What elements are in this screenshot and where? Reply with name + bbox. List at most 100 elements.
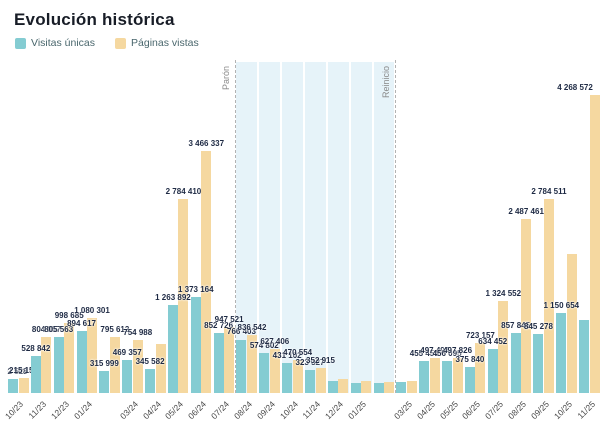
bar-value-label: 323 327 [295,358,325,368]
bar-visitas[interactable] [396,381,407,393]
bar-visitas[interactable] [213,333,224,393]
legend: Visitas únicas Páginas vistas [15,37,608,49]
bar-paginas[interactable] [589,95,600,393]
bar-value-label: 766 403 [226,327,256,337]
pause-band-stripe [327,62,349,393]
bar-visitas[interactable] [53,336,64,393]
bar-visitas[interactable] [556,312,567,393]
bar-value-label: 2 784 511 [531,186,567,196]
bar-paginas[interactable] [315,368,326,393]
bar-paginas[interactable] [292,360,303,393]
page-title: Evolución histórica [14,10,175,29]
bar-value-label: 1 080 301 [74,305,110,315]
bar-visitas[interactable] [30,356,41,393]
bar-visitas[interactable] [487,348,498,393]
bar-value-label: 456 095 [432,349,462,359]
bar-paginas[interactable] [406,380,417,393]
x-axis: 10/23 11/23 12/23 01/24 03/24 04/24 05/24 06/24… [3,393,601,440]
bar-value-label: 497 497 [420,346,450,356]
bar-visitas[interactable] [122,360,133,393]
bar-value-label: 1 324 552 [485,288,522,298]
bar-paginas[interactable] [498,300,509,393]
bar-value-label: 1 150 654 [543,300,580,310]
bar-visitas[interactable] [464,366,475,393]
legend-item-paginas[interactable]: Páginas vistas [115,37,199,49]
bar-visitas[interactable] [236,339,247,393]
bar-visitas[interactable] [190,297,201,393]
bar-visitas[interactable] [305,370,315,393]
bar-value-label: 845 278 [523,321,553,331]
bar-paginas[interactable] [475,342,486,393]
bar-visitas[interactable] [167,304,178,393]
pause-band-stripe [259,62,281,393]
bar-value-label: 470 554 [283,348,313,358]
bar-paginas[interactable] [543,198,554,393]
bar-value-label: 2 784 410 [165,186,202,196]
bar-paginas[interactable] [452,358,463,393]
bar-value-label: 804 957 [31,324,61,334]
bar-paginas[interactable] [64,323,75,393]
bar-visitas[interactable] [350,382,361,393]
bar-paginas[interactable] [338,379,349,393]
bar-paginas[interactable] [87,317,98,393]
annotation-label: Parón [221,66,232,91]
bar-value-label: 627 406 [260,337,290,347]
bar-paginas[interactable] [429,358,440,393]
bar-paginas[interactable] [224,326,235,393]
bar-paginas[interactable] [246,334,257,393]
bar-value-label: 345 582 [135,356,165,366]
bar-value-label: 795 612 [100,325,130,335]
annotation-label: Reinicio [381,66,392,99]
bar-visitas[interactable] [99,370,110,393]
annotation-line [395,60,397,393]
bar-paginas[interactable] [109,337,120,393]
bar-visitas[interactable] [259,352,270,393]
bar-value-label: 2 487 461 [508,207,544,217]
bar-value-label: 375 840 [455,354,485,364]
pause-band-stripe [305,62,326,393]
bar-visitas[interactable] [510,333,521,393]
bar-paginas[interactable] [41,336,52,393]
bar-paginas[interactable] [155,343,166,393]
bar-value-label: 3 466 337 [188,139,225,148]
bar-visitas[interactable] [145,368,156,393]
bar-value-label: 202 528 [7,366,28,376]
pause-band-stripe [282,62,303,393]
bar-paginas[interactable] [132,340,143,393]
bar-paginas[interactable] [269,349,280,393]
bar-visitas[interactable] [419,361,430,393]
paginas-swatch-icon [115,37,127,49]
pause-band-stripe [373,62,395,393]
legend-item-visitas[interactable]: Visitas únicas [15,37,95,49]
legend-label-paginas: Páginas vistas [131,37,199,49]
bar-paginas[interactable] [178,198,189,393]
bar-paginas[interactable] [566,254,577,393]
bar-value-label: 754 988 [123,328,153,338]
bar-visitas[interactable] [282,362,293,393]
bar-paginas[interactable] [201,151,212,393]
bar-paginas[interactable] [361,381,372,393]
bar-visitas[interactable] [442,361,453,393]
bar-visitas[interactable] [8,378,18,393]
bar-value-label: 998 685 [54,311,84,321]
bar-paginas[interactable] [521,219,532,393]
bar-paginas[interactable] [18,377,29,393]
bar-value-label: 1 373 164 [177,285,214,295]
bar-visitas[interactable] [327,380,338,393]
bar-visitas[interactable] [76,330,87,393]
bar-value-label: 497 826 [443,346,473,356]
bar-paginas[interactable] [384,382,395,393]
bar-visitas[interactable] [373,383,384,393]
bar-visitas[interactable] [579,319,590,393]
bar-value-label: 315 999 [89,358,119,368]
bar-value-label: 215 152 [9,365,38,375]
bar-value-label: 894 617 [67,318,96,328]
bar-value-label: 805 563 [44,324,74,334]
bar-value-label: 634 452 [478,336,508,346]
legend-label-visitas: Visitas únicas [31,37,96,49]
bar-visitas[interactable] [533,334,544,393]
bar-value-label: 431 102 [272,350,302,360]
